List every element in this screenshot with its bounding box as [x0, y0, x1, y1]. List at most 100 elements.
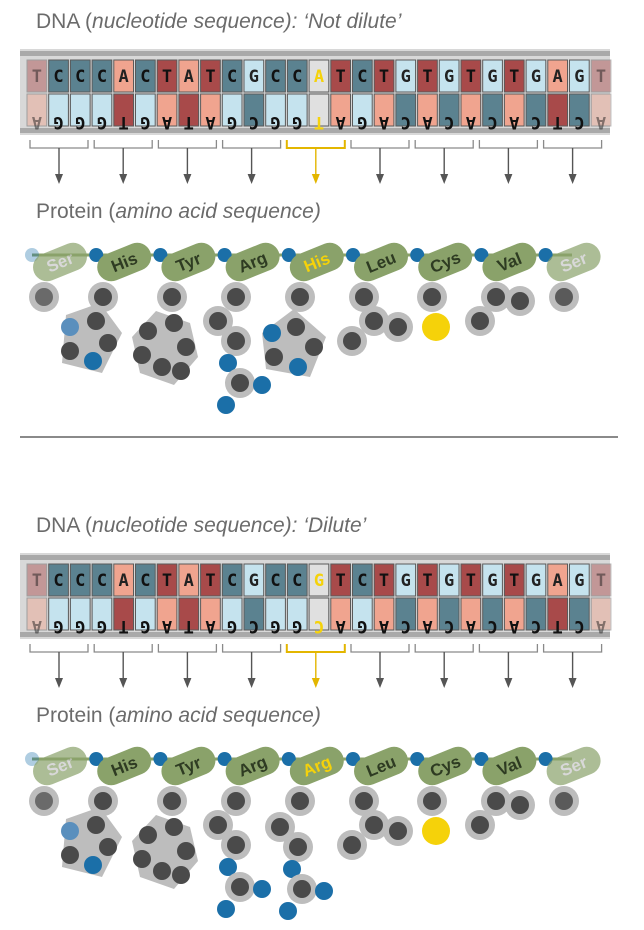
amino-pill	[546, 746, 601, 786]
nitrogen-atom	[253, 376, 271, 394]
dna-title-prefix: DNA (	[36, 10, 92, 33]
atom	[389, 822, 407, 840]
top-base-letter: T	[466, 67, 476, 87]
top-base-letter: C	[97, 571, 107, 591]
top-base	[395, 563, 417, 597]
amino-pill	[225, 242, 280, 282]
atom	[423, 792, 441, 810]
dna-title-italic: nucleotide sequence):	[92, 514, 303, 537]
bottom-base-letter: A	[596, 112, 606, 132]
bottom-base	[178, 93, 200, 127]
top-base-letter: T	[205, 571, 215, 591]
top-base-letter: C	[292, 67, 302, 87]
bottom-base-letter: A	[205, 112, 215, 132]
bottom-base-letter: G	[97, 616, 107, 636]
codon-bracket	[285, 140, 346, 149]
amino-chain: Ser His Tyr Arg His Leu Cys Val Ser	[25, 242, 601, 282]
atom	[355, 792, 373, 810]
bottom-base	[200, 597, 221, 631]
codon-bracket	[93, 140, 153, 149]
top-base	[113, 59, 135, 93]
linkage-dot	[410, 752, 425, 766]
bottom-base	[113, 597, 135, 631]
top-base	[178, 563, 200, 597]
top-base-letter: G	[314, 571, 324, 591]
top-base	[503, 59, 525, 93]
bottom-base	[373, 93, 395, 127]
arrow-head	[504, 174, 513, 184]
bottom-base-letter: C	[531, 616, 541, 636]
arrow-head	[55, 678, 63, 688]
top-base-letter: C	[292, 571, 302, 591]
linkage-dot	[153, 248, 168, 262]
bottom-base	[525, 597, 547, 631]
amino-pill	[418, 242, 473, 282]
top-base-letter: C	[227, 67, 237, 87]
atom	[487, 792, 505, 810]
arrow-head	[119, 678, 128, 688]
top-base	[26, 563, 48, 597]
top-base	[265, 563, 286, 597]
amino-acid: Arg	[289, 746, 344, 786]
bottom-base	[221, 93, 243, 127]
bottom-base	[265, 93, 286, 127]
linkage-dot	[217, 248, 232, 262]
bottom-base	[395, 597, 417, 631]
atom	[271, 818, 289, 836]
atom	[163, 288, 181, 306]
bottom-base	[438, 597, 460, 631]
linkage-dot	[410, 248, 425, 262]
amino-pill	[161, 746, 216, 786]
bottom-base	[352, 597, 373, 631]
top-base	[330, 563, 351, 597]
top-base	[69, 563, 91, 597]
top-base	[525, 59, 547, 93]
atom	[227, 836, 245, 854]
top-base-letter: G	[249, 571, 259, 591]
amino-acid: Arg	[225, 746, 280, 786]
bottom-base-letter: G	[270, 112, 280, 132]
amino-pill	[482, 242, 537, 282]
protein-title-prefix: Protein (	[36, 200, 115, 223]
bottom-base	[503, 93, 525, 127]
bottom-base-letter: A	[379, 616, 389, 636]
atom	[389, 318, 407, 336]
atom	[291, 792, 309, 810]
bottom-base-letter: C	[249, 616, 259, 636]
top-base	[286, 563, 308, 597]
nitrogen-atom	[315, 882, 333, 900]
atom	[35, 792, 53, 810]
top-base	[395, 59, 417, 93]
bottom-base-letter: G	[227, 616, 237, 636]
bottom-base	[547, 93, 568, 127]
bottom-base-letter: T	[314, 112, 324, 132]
arrow-head	[568, 174, 577, 184]
dna-rail-bottom	[20, 632, 610, 637]
top-base	[91, 563, 113, 597]
bottom-base	[547, 597, 568, 631]
top-base	[330, 59, 351, 93]
panel-1: DNA (nucleotide sequence): ‘Not dilute’ T…	[20, 10, 612, 414]
top-base-letter: A	[553, 571, 563, 591]
atom	[365, 312, 383, 330]
bottom-base	[330, 93, 351, 127]
top-base-letter: C	[75, 67, 85, 87]
top-base-letter: A	[119, 67, 129, 87]
amino-pill	[354, 746, 408, 786]
bottom-base	[156, 597, 178, 631]
atom	[163, 792, 181, 810]
top-base-letter: T	[379, 67, 389, 87]
linkage-dot	[474, 752, 489, 766]
top-base	[135, 59, 156, 93]
bottom-base	[482, 93, 503, 127]
atom	[227, 288, 245, 306]
top-base	[460, 563, 482, 597]
bottom-base	[91, 597, 113, 631]
top-base-letter: G	[531, 67, 541, 87]
bottom-base-letter: G	[227, 112, 237, 132]
dna-title-suffix: ‘Dilute’	[303, 514, 366, 537]
top-base-letter: A	[184, 571, 194, 591]
bottom-base-letter: A	[509, 112, 519, 132]
top-base	[286, 59, 308, 93]
atom	[471, 312, 489, 330]
